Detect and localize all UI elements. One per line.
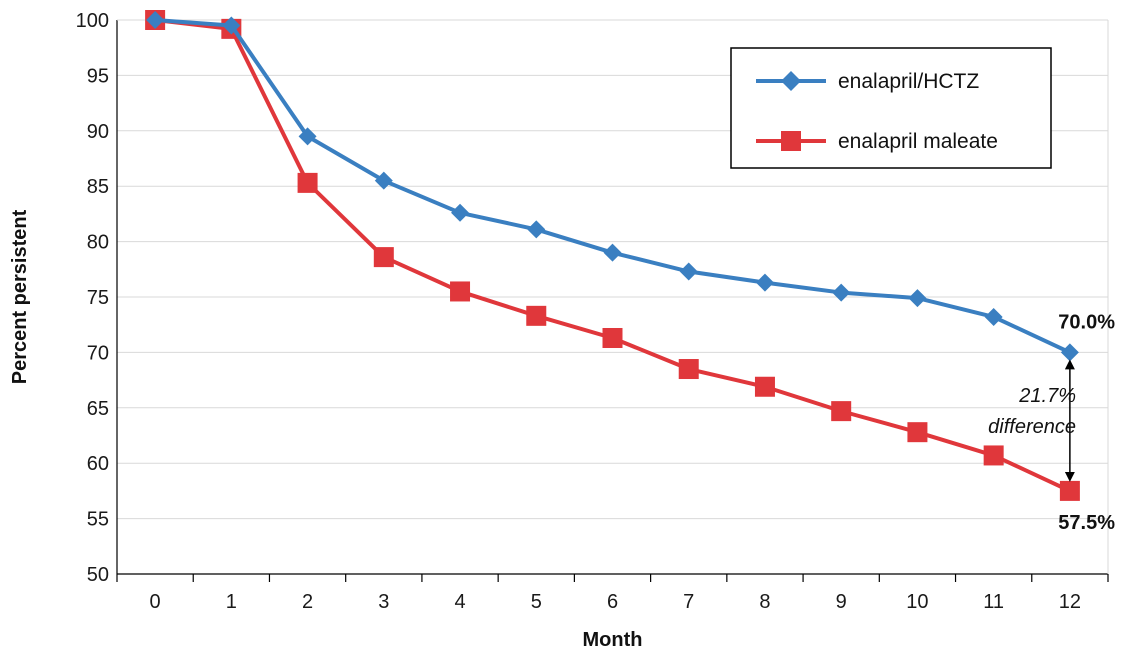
data-point-diamond [451, 203, 470, 222]
x-tick-label: 5 [531, 591, 542, 613]
data-point-square [297, 172, 318, 193]
data-point-diamond [603, 243, 622, 262]
data-point-square [983, 445, 1004, 466]
series-enalapril-hctz [146, 11, 1079, 362]
end-label-hctz: 70.0% [1058, 311, 1115, 333]
y-tick-label: 80 [87, 232, 109, 254]
data-point-square [450, 281, 471, 302]
y-tick-label: 90 [87, 121, 109, 143]
y-tick-label: 50 [87, 564, 109, 586]
data-point-diamond [1060, 343, 1079, 362]
y-tick-label: 60 [87, 453, 109, 475]
x-tick-label: 3 [378, 591, 389, 613]
legend-entry-enalapril-maleate: enalapril maleate [756, 130, 998, 153]
legend-label: enalapril/HCTZ [838, 70, 979, 93]
difference-label: difference [988, 416, 1076, 438]
difference-value: 21.7% [1018, 385, 1076, 407]
legend-label: enalapril maleate [838, 130, 998, 153]
x-tick-label: 9 [836, 591, 847, 613]
data-point-diamond [832, 283, 851, 302]
y-tick-label: 55 [87, 509, 109, 531]
x-tick-label: 8 [759, 591, 770, 613]
end-label-maleate: 57.5% [1058, 512, 1115, 534]
y-tick-label: 75 [87, 287, 109, 309]
y-tick-label: 95 [87, 65, 109, 87]
y-tick-label: 100 [76, 10, 109, 32]
data-point-diamond [146, 11, 165, 29]
data-point-diamond [298, 127, 317, 146]
x-tick-label: 11 [983, 591, 1004, 613]
data-point-diamond [374, 171, 393, 190]
data-point-square [373, 247, 394, 268]
x-tick-label: 12 [1059, 591, 1081, 613]
data-point-square [831, 401, 852, 422]
y-axis-title: Percent persistent [9, 209, 31, 384]
x-tick-label: 2 [302, 591, 313, 613]
series-enalapril-maleate [145, 10, 1080, 501]
y-tick-label: 85 [87, 176, 109, 198]
data-point-diamond [984, 307, 1003, 326]
x-tick-label: 4 [454, 591, 465, 613]
legend-swatch-diamond [781, 71, 801, 91]
x-tick-label: 1 [226, 591, 237, 613]
y-tick-label: 65 [87, 398, 109, 420]
data-point-square [526, 305, 547, 326]
x-tick-label: 0 [150, 591, 161, 613]
data-point-diamond [527, 220, 546, 239]
data-point-square [678, 359, 699, 380]
data-point-diamond [222, 16, 241, 35]
x-tick-label: 10 [906, 591, 928, 613]
data-point-diamond [679, 262, 698, 281]
series-layer [145, 10, 1080, 501]
legend: enalapril/HCTZ enalapril maleate [730, 47, 1052, 169]
legend-entry-enalapril-hctz: enalapril/HCTZ [756, 70, 979, 93]
data-point-square [1059, 480, 1080, 501]
y-tick-label: 70 [87, 342, 109, 364]
x-axis-title: Month [583, 629, 643, 651]
data-point-diamond [755, 273, 774, 292]
data-point-square [602, 327, 623, 348]
data-point-square [907, 422, 928, 443]
legend-swatch-square [781, 131, 801, 151]
data-point-diamond [908, 289, 927, 308]
x-tick-label: 7 [683, 591, 694, 613]
data-point-square [754, 376, 775, 397]
annotations: 70.0% 57.5% 21.7% difference [988, 311, 1115, 534]
x-tick-label: 6 [607, 591, 618, 613]
